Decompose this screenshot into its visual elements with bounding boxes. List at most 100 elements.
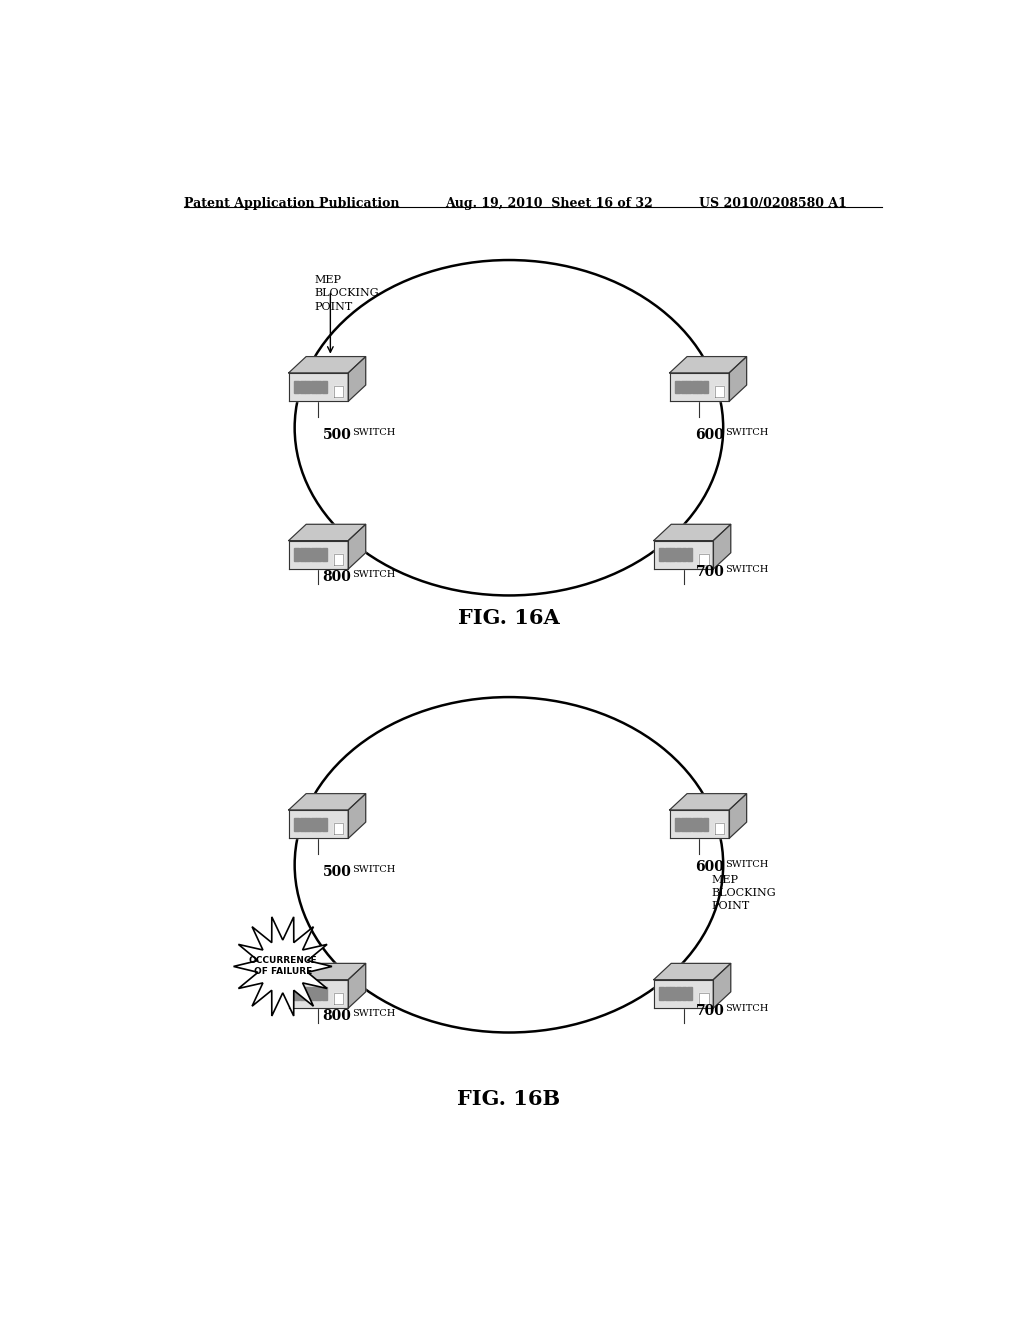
Polygon shape bbox=[699, 993, 709, 1005]
Polygon shape bbox=[715, 822, 724, 834]
Polygon shape bbox=[675, 380, 680, 393]
Polygon shape bbox=[675, 817, 680, 830]
Polygon shape bbox=[322, 987, 327, 1001]
Polygon shape bbox=[681, 380, 685, 393]
Polygon shape bbox=[316, 548, 322, 561]
Polygon shape bbox=[729, 356, 746, 401]
Polygon shape bbox=[289, 979, 348, 1008]
Polygon shape bbox=[289, 964, 366, 979]
Polygon shape bbox=[670, 810, 729, 838]
Polygon shape bbox=[687, 987, 692, 1001]
Polygon shape bbox=[714, 524, 731, 569]
Polygon shape bbox=[682, 548, 686, 561]
Polygon shape bbox=[681, 817, 685, 830]
Polygon shape bbox=[334, 822, 343, 834]
Text: 800: 800 bbox=[323, 1008, 351, 1023]
Polygon shape bbox=[311, 548, 315, 561]
Polygon shape bbox=[715, 385, 724, 397]
Text: FIG. 16A: FIG. 16A bbox=[458, 607, 560, 628]
Polygon shape bbox=[294, 548, 299, 561]
Text: 500: 500 bbox=[323, 865, 351, 879]
Polygon shape bbox=[671, 987, 675, 1001]
Polygon shape bbox=[671, 548, 675, 561]
Polygon shape bbox=[300, 987, 304, 1001]
Polygon shape bbox=[322, 817, 327, 830]
Polygon shape bbox=[334, 993, 343, 1005]
Polygon shape bbox=[311, 817, 315, 830]
Polygon shape bbox=[300, 817, 304, 830]
Text: 600: 600 bbox=[695, 428, 724, 442]
Polygon shape bbox=[294, 817, 299, 830]
Polygon shape bbox=[305, 548, 310, 561]
Polygon shape bbox=[334, 553, 343, 565]
Polygon shape bbox=[659, 987, 665, 1001]
Text: 500: 500 bbox=[323, 428, 351, 442]
Polygon shape bbox=[348, 793, 366, 838]
Polygon shape bbox=[676, 548, 681, 561]
Text: OCCURRENCE
OF FAILURE: OCCURRENCE OF FAILURE bbox=[249, 957, 317, 977]
Polygon shape bbox=[665, 548, 670, 561]
Polygon shape bbox=[289, 810, 348, 838]
Polygon shape bbox=[670, 372, 729, 401]
Text: MEP
BLOCKING
POINT: MEP BLOCKING POINT bbox=[712, 875, 776, 911]
Text: 600: 600 bbox=[695, 859, 724, 874]
Polygon shape bbox=[233, 917, 332, 1016]
Polygon shape bbox=[289, 356, 366, 372]
Polygon shape bbox=[300, 380, 304, 393]
Polygon shape bbox=[676, 987, 681, 1001]
Polygon shape bbox=[348, 356, 366, 401]
Text: SWITCH: SWITCH bbox=[352, 428, 396, 437]
Polygon shape bbox=[665, 987, 670, 1001]
Polygon shape bbox=[659, 548, 665, 561]
Polygon shape bbox=[289, 541, 348, 569]
Polygon shape bbox=[702, 817, 708, 830]
Text: 700: 700 bbox=[695, 565, 724, 579]
Text: SWITCH: SWITCH bbox=[352, 1008, 396, 1018]
Polygon shape bbox=[305, 380, 310, 393]
Polygon shape bbox=[294, 380, 299, 393]
Text: SWITCH: SWITCH bbox=[726, 1005, 769, 1012]
Polygon shape bbox=[289, 524, 366, 541]
Polygon shape bbox=[305, 987, 310, 1001]
Polygon shape bbox=[300, 548, 304, 561]
Polygon shape bbox=[348, 524, 366, 569]
Text: 800: 800 bbox=[323, 570, 351, 583]
Polygon shape bbox=[729, 793, 746, 838]
Text: MEP
BLOCKING
POINT: MEP BLOCKING POINT bbox=[314, 276, 379, 312]
Polygon shape bbox=[316, 380, 322, 393]
Polygon shape bbox=[305, 817, 310, 830]
Polygon shape bbox=[686, 380, 691, 393]
Polygon shape bbox=[334, 385, 343, 397]
Polygon shape bbox=[653, 979, 714, 1008]
Polygon shape bbox=[294, 987, 299, 1001]
Polygon shape bbox=[714, 964, 731, 1008]
Polygon shape bbox=[682, 987, 686, 1001]
Text: Patent Application Publication: Patent Application Publication bbox=[183, 197, 399, 210]
Polygon shape bbox=[311, 380, 315, 393]
Text: 700: 700 bbox=[695, 1005, 724, 1018]
Polygon shape bbox=[653, 541, 714, 569]
Polygon shape bbox=[322, 380, 327, 393]
Polygon shape bbox=[316, 987, 322, 1001]
Text: US 2010/0208580 A1: US 2010/0208580 A1 bbox=[699, 197, 847, 210]
Polygon shape bbox=[653, 524, 731, 541]
Polygon shape bbox=[322, 548, 327, 561]
Polygon shape bbox=[697, 817, 702, 830]
Text: SWITCH: SWITCH bbox=[352, 570, 396, 579]
Polygon shape bbox=[289, 372, 348, 401]
Polygon shape bbox=[670, 356, 746, 372]
Text: SWITCH: SWITCH bbox=[726, 565, 769, 574]
Polygon shape bbox=[699, 553, 709, 565]
Polygon shape bbox=[653, 964, 731, 979]
Polygon shape bbox=[316, 817, 322, 830]
Text: Aug. 19, 2010  Sheet 16 of 32: Aug. 19, 2010 Sheet 16 of 32 bbox=[445, 197, 653, 210]
Polygon shape bbox=[697, 380, 702, 393]
Text: SWITCH: SWITCH bbox=[726, 428, 769, 437]
Polygon shape bbox=[686, 817, 691, 830]
Polygon shape bbox=[692, 817, 696, 830]
Text: SWITCH: SWITCH bbox=[352, 865, 396, 874]
Text: SWITCH: SWITCH bbox=[726, 859, 769, 869]
Polygon shape bbox=[348, 964, 366, 1008]
Polygon shape bbox=[311, 987, 315, 1001]
Polygon shape bbox=[702, 380, 708, 393]
